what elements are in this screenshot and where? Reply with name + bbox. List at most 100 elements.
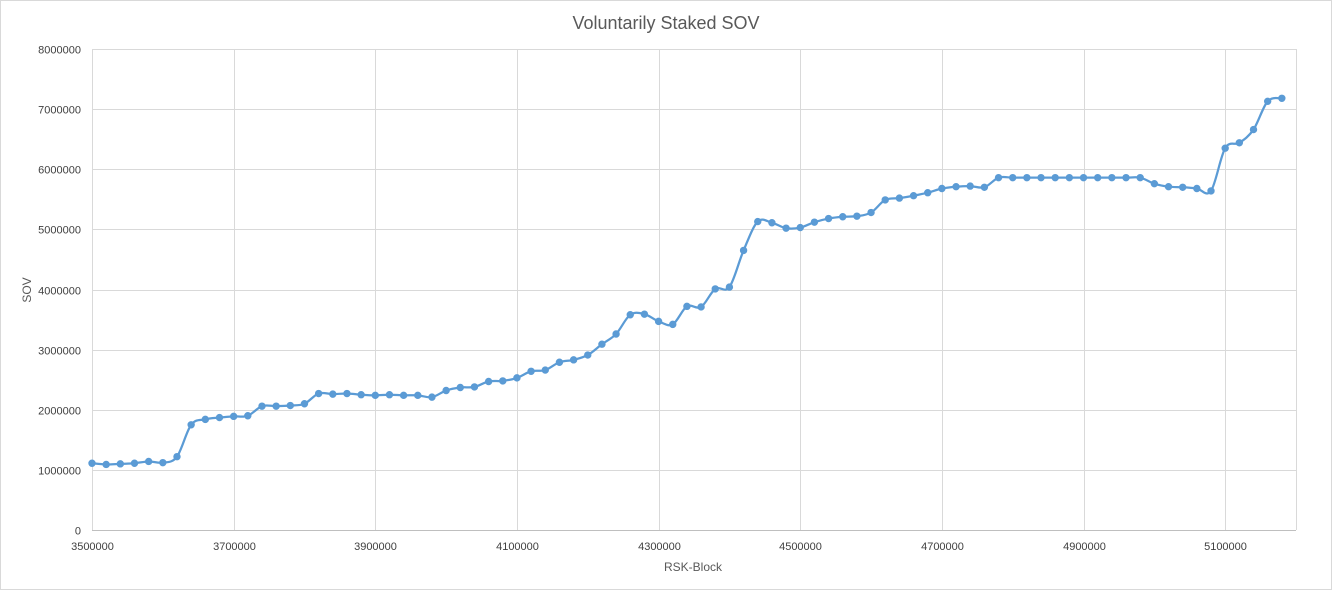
- data-point: [88, 459, 96, 467]
- data-point: [725, 283, 734, 291]
- series-line: [90, 96, 1283, 466]
- data-point: [343, 389, 351, 398]
- x-tick-label: 4500000: [779, 541, 822, 553]
- y-tick-label: 2000000: [38, 406, 81, 418]
- data-point: [909, 192, 918, 200]
- data-point: [924, 189, 932, 197]
- data-point: [824, 214, 833, 223]
- data-point: [173, 452, 181, 461]
- data-point: [456, 383, 464, 392]
- data-point: [1278, 94, 1286, 103]
- y-tick-label: 8000000: [38, 45, 81, 57]
- data-point: [229, 412, 238, 421]
- data-point: [272, 402, 280, 410]
- data-point: [159, 458, 167, 467]
- gridlines: [92, 49, 1297, 530]
- data-point: [1207, 187, 1215, 195]
- data-point: [598, 340, 606, 348]
- data-point: [711, 285, 719, 293]
- data-point: [796, 223, 804, 232]
- data-point: [853, 212, 861, 220]
- data-point: [541, 366, 549, 374]
- data-point: [697, 303, 705, 311]
- x-tick-label: 4300000: [638, 541, 681, 553]
- data-point: [130, 459, 139, 467]
- data-point: [1122, 173, 1130, 182]
- data-point: [569, 356, 578, 364]
- data-point: [1093, 173, 1102, 182]
- data-point: [1023, 173, 1031, 182]
- data-point: [654, 317, 663, 326]
- data-point: [555, 358, 564, 366]
- data-point: [739, 246, 748, 255]
- data-point: [116, 460, 125, 468]
- data-point: [938, 184, 946, 193]
- y-tick-label: 5000000: [38, 225, 81, 237]
- data-point: [414, 391, 422, 400]
- y-tick-label: 0: [75, 526, 81, 538]
- data-point: [1136, 173, 1144, 182]
- x-tick-label: 3500000: [71, 541, 114, 553]
- data-point: [513, 374, 521, 382]
- x-axis-title: RSK-Block: [664, 560, 723, 574]
- data-point: [144, 457, 153, 466]
- y-tick-label: 3000000: [38, 346, 81, 358]
- data-point: [952, 182, 960, 191]
- data-point: [102, 460, 110, 469]
- data-point: [215, 413, 224, 422]
- data-point: [357, 391, 365, 399]
- data-point: [314, 389, 323, 398]
- data-point: [201, 415, 210, 424]
- series-markers: [88, 94, 1286, 469]
- data-point: [1108, 173, 1116, 182]
- data-point: [895, 194, 904, 202]
- data-point: [442, 386, 450, 395]
- data-point: [683, 302, 691, 311]
- data-point: [1150, 179, 1159, 188]
- data-point: [980, 183, 989, 191]
- data-point: [258, 402, 266, 410]
- data-point: [754, 217, 762, 226]
- data-point: [371, 391, 379, 400]
- x-tick-label: 4700000: [921, 541, 964, 553]
- data-point: [994, 173, 1003, 182]
- data-point: [669, 320, 677, 329]
- x-tick-label: 3700000: [213, 541, 256, 553]
- x-tick-label: 4100000: [496, 541, 539, 553]
- data-point: [867, 208, 875, 217]
- x-tick-label: 5100000: [1204, 541, 1247, 553]
- x-tick-label: 4900000: [1063, 541, 1106, 553]
- data-point: [1009, 173, 1017, 182]
- x-tick-label: 3900000: [354, 541, 397, 553]
- data-point: [1193, 184, 1201, 193]
- data-point: [527, 367, 535, 375]
- data-point: [612, 330, 620, 338]
- data-point: [966, 182, 974, 190]
- data-point: [484, 377, 493, 386]
- data-point: [1164, 182, 1173, 191]
- data-point: [1235, 139, 1244, 147]
- data-point: [300, 400, 309, 408]
- data-point: [1178, 183, 1187, 191]
- data-point: [428, 393, 436, 401]
- data-point: [1249, 125, 1258, 134]
- data-point: [782, 224, 790, 232]
- data-point: [839, 213, 847, 221]
- data-point: [640, 310, 649, 318]
- data-point: [470, 383, 479, 391]
- y-tick-label: 4000000: [38, 286, 81, 298]
- tick-labels: 0 1000000 2000000 3000000 4000000 5000000 6000…: [38, 45, 1247, 554]
- y-tick-label: 7000000: [38, 105, 81, 117]
- data-point: [1263, 97, 1272, 106]
- data-point: [1079, 173, 1088, 182]
- data-point: [768, 219, 776, 227]
- chart-title: Voluntarily Staked SOV: [572, 13, 759, 33]
- data-point: [499, 377, 507, 385]
- data-point: [399, 391, 408, 400]
- data-point: [187, 421, 195, 429]
- data-point: [810, 218, 819, 226]
- y-tick-label: 1000000: [38, 466, 81, 478]
- data-point: [329, 390, 337, 398]
